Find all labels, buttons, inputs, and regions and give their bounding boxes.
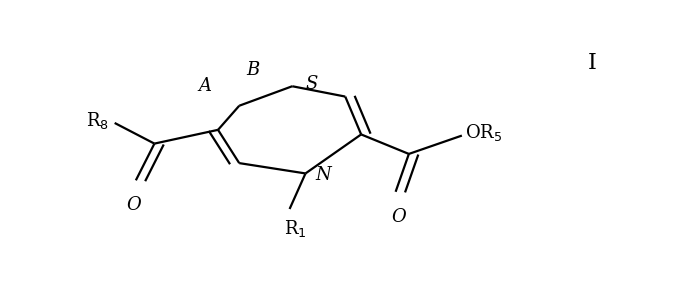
Text: O: O	[126, 196, 141, 214]
Text: OR$_5$: OR$_5$	[464, 122, 502, 143]
Text: A: A	[198, 77, 211, 95]
Text: S: S	[306, 75, 318, 93]
Text: N: N	[315, 166, 331, 184]
Text: I: I	[588, 52, 596, 74]
Text: R$_8$: R$_8$	[86, 110, 109, 131]
Text: O: O	[391, 208, 406, 226]
Text: R$_1$: R$_1$	[284, 218, 306, 239]
Text: B: B	[246, 61, 259, 79]
